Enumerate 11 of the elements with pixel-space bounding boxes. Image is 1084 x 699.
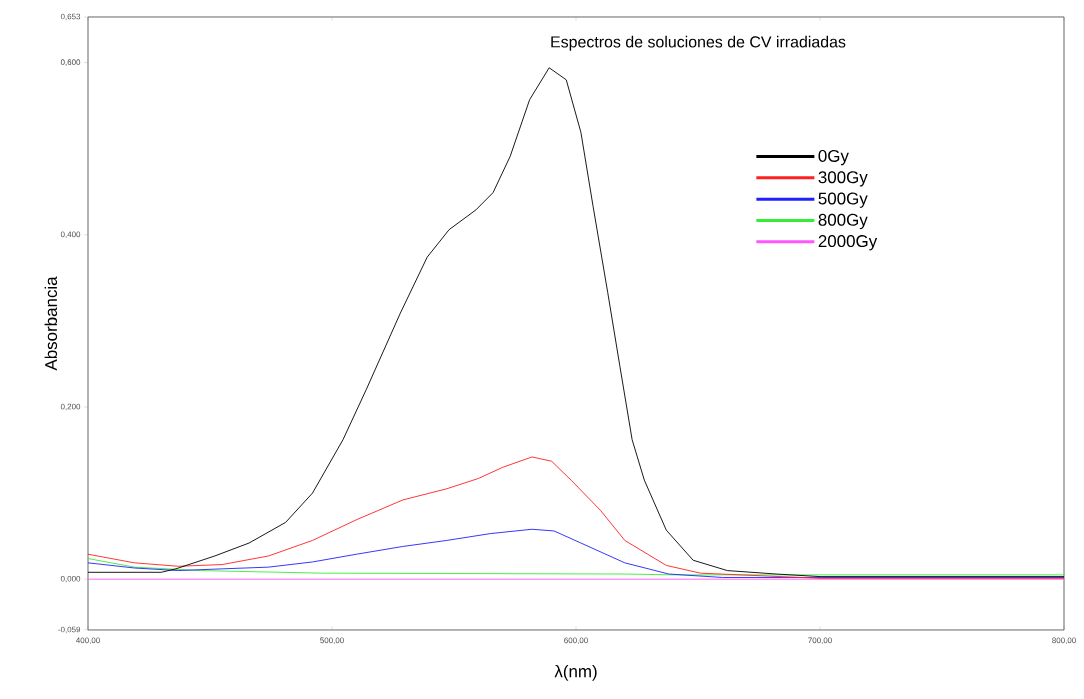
line-series — [88, 528, 1065, 578]
x-axis-title: λ(nm) — [554, 664, 597, 681]
legend-label: 2000Gy — [818, 235, 878, 251]
line-series — [88, 456, 1065, 579]
y-axis-title: Absorbancia — [44, 276, 58, 371]
legend-label: 300Gy — [818, 171, 868, 187]
legend-label: 800Gy — [818, 213, 868, 230]
line-series — [88, 558, 1065, 576]
legend-label: 500Gy — [818, 192, 868, 208]
legend-label: 0Gy — [818, 149, 849, 166]
text: Espectros de soluciones de CV irradiadas — [551, 35, 846, 51]
